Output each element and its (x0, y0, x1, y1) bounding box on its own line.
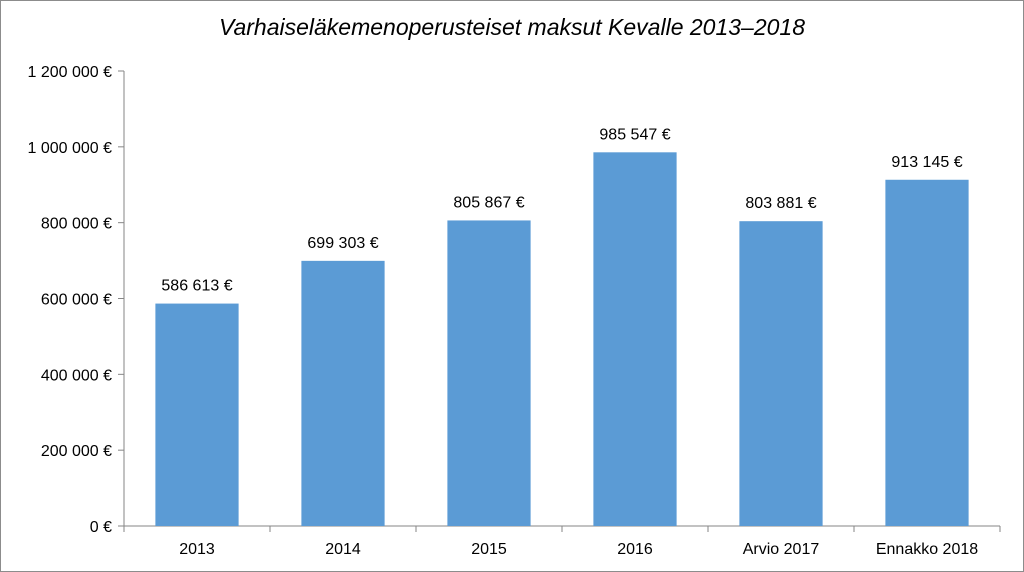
bar-data-label: 805 867 € (453, 194, 524, 211)
chart-axes (118, 70, 1001, 532)
y-tick-label: 1 200 000 € (27, 64, 112, 81)
y-tick-label: 800 000 € (41, 216, 112, 233)
y-tick-label: 600 000 € (41, 292, 112, 309)
chart-tick-labels: 0 € 200 000 € 400 000 € 600 000 € 800 000 € 1… (27, 64, 978, 558)
x-tick-label: 2013 (179, 541, 215, 558)
bar (301, 260, 385, 526)
bar-data-label: 699 303 € (307, 235, 378, 252)
y-tick-label: 0 € (90, 519, 112, 536)
x-tick-label: 2016 (617, 541, 653, 558)
bar (739, 221, 823, 526)
x-tick-label: 2015 (471, 541, 507, 558)
bar (593, 152, 677, 527)
y-tick-label: 200 000 € (41, 443, 112, 460)
x-tick-label: Arvio 2017 (743, 541, 820, 558)
bar (447, 220, 531, 527)
y-tick-label: 1 000 000 € (27, 140, 112, 157)
chart-title: Varhaiseläkemenoperusteiset maksut Keval… (218, 14, 806, 40)
bar-data-label: 586 613 € (161, 278, 232, 295)
bar-data-label: 985 547 € (599, 126, 670, 143)
bar (155, 303, 239, 526)
bar-data-label: 803 881 € (745, 195, 816, 212)
bar (885, 179, 969, 526)
chart-bars (155, 152, 969, 527)
chart-data-labels: 586 613 € 699 303 € 805 867 € 985 547 € 803 … (161, 126, 962, 294)
x-tick-label: Ennakko 2018 (876, 541, 978, 558)
x-tick-label: 2014 (325, 541, 361, 558)
bar-data-label: 913 145 € (891, 154, 962, 171)
y-tick-label: 400 000 € (41, 367, 112, 384)
